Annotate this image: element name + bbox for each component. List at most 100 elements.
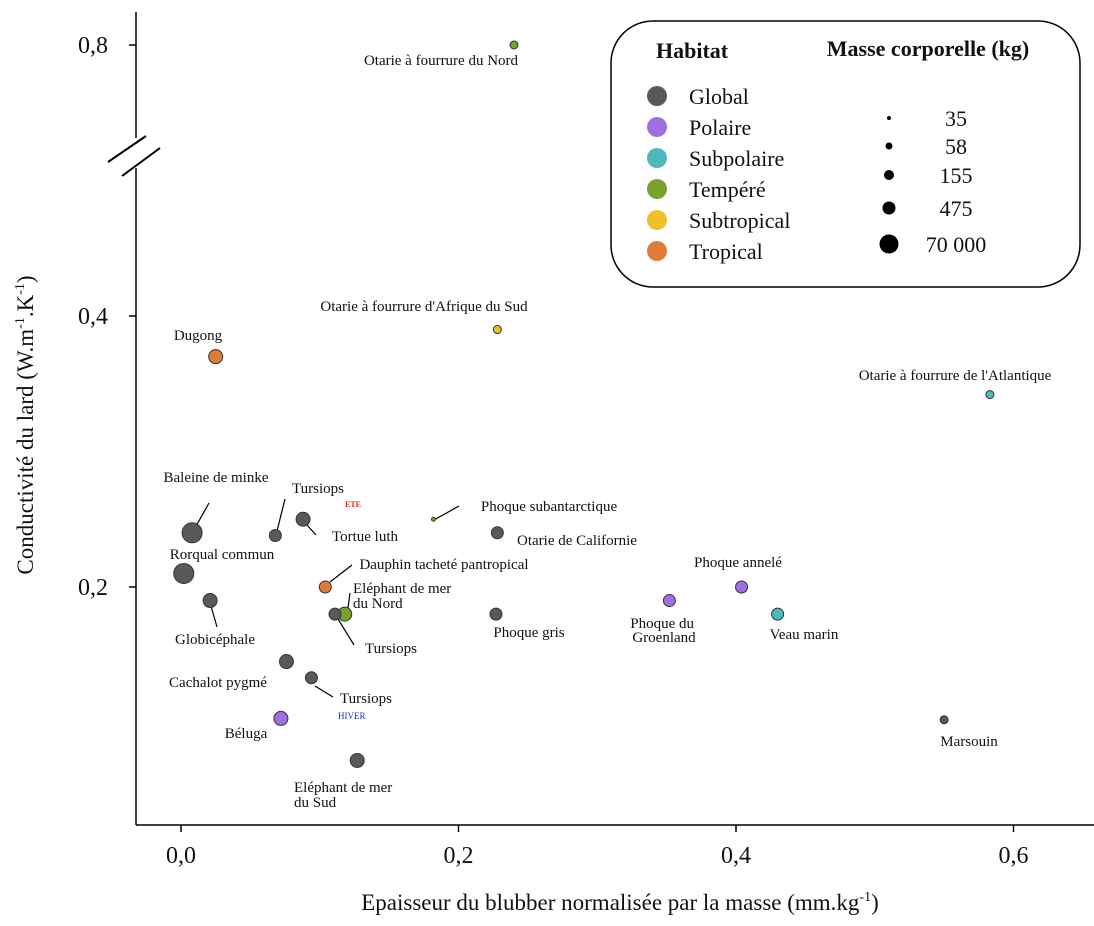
data-point [939, 715, 949, 725]
leader-line [306, 524, 317, 536]
data-point [985, 390, 995, 400]
legend-habitat-label: Tempéré [689, 177, 766, 202]
y-tick-label: 0,2 [78, 575, 108, 601]
legend-habitat-marker [647, 86, 667, 106]
legend-box [610, 20, 1081, 288]
leader-line [347, 592, 351, 609]
point-label: Rorqual commun [170, 547, 275, 563]
leader-line [337, 618, 355, 646]
legend-size-marker [882, 201, 896, 215]
leader-line [329, 564, 353, 583]
legend-habitat-marker [647, 210, 667, 230]
legend-size-label: 155 [940, 163, 973, 188]
data-point [328, 607, 342, 621]
point-label: Marsouin [940, 734, 998, 750]
axes [107, 12, 1094, 826]
point-label: Eléphant de mer du Nord [353, 581, 455, 612]
data-point [273, 710, 289, 726]
legend-title-mass: Masse corporelle (kg) [827, 36, 1029, 61]
point-label: Phoque du Groenland [630, 616, 698, 646]
data-point [771, 607, 785, 621]
legend-habitat-label: Subtropical [689, 208, 790, 233]
annotation-hiver: HIVER [338, 711, 366, 721]
legend-habitat-marker [647, 179, 667, 199]
y-tick-label: 0,8 [78, 33, 108, 59]
legend-size-label: 475 [940, 196, 973, 221]
legend-habitat-marker [647, 117, 667, 137]
legend-habitat-label: Tropical [689, 239, 763, 264]
point-label: Globicéphale [175, 632, 255, 648]
data-point [349, 752, 365, 768]
data-point [173, 562, 195, 584]
point-label: Phoque annelé [694, 555, 782, 571]
legend-size-marker [879, 234, 899, 254]
annotation-ete: ETE [345, 500, 361, 509]
data-point [492, 325, 502, 335]
legend: Habitat Masse corporelle (kg) Global Pola… [610, 20, 1081, 288]
point-label: Veau marin [770, 627, 839, 643]
legend-habitat-label: Polaire [689, 115, 751, 140]
label-line: Groenland [632, 630, 696, 646]
point-label: Phoque gris [493, 625, 564, 641]
data-point [268, 529, 282, 543]
point-label: Tursiops [292, 481, 344, 497]
point-label: Otarie à fourrure du Nord [364, 53, 519, 69]
label-line: du Nord [353, 596, 403, 612]
x-axis-title: Epaisseur du blubber normalisée par la m… [361, 890, 879, 915]
data-point [662, 594, 676, 608]
legend-habitat-marker [647, 241, 667, 261]
x-tick-label: 0,4 [721, 843, 751, 869]
axis-break-mark [107, 135, 147, 163]
legend-size-label: 58 [945, 134, 967, 159]
data-point [202, 593, 218, 609]
point-label: Dugong [174, 328, 223, 344]
data-points [173, 40, 995, 768]
point-label: Otarie à fourrure de l'Atlantique [859, 368, 1052, 384]
data-point [735, 580, 749, 594]
leader-line [433, 505, 460, 521]
data-point [431, 516, 437, 522]
x-tick-label: 0,0 [166, 843, 196, 869]
y-ticks: 0,2 0,4 0,8 [78, 33, 136, 601]
legend-size-marker [884, 170, 894, 180]
point-label: Tursiops [365, 641, 417, 657]
legend-size-marker [885, 142, 893, 150]
data-point [318, 580, 332, 594]
point-label: Baleine de minke [164, 470, 269, 486]
point-label: Tortue luth [332, 529, 399, 545]
leader-line [276, 498, 286, 532]
legend-size-label: 70 000 [926, 232, 987, 257]
legend-size-label: 35 [945, 106, 967, 131]
leader-lines [194, 498, 460, 698]
data-point [304, 671, 318, 685]
data-point [295, 511, 311, 527]
data-point [509, 40, 519, 50]
point-label: Dauphin tacheté pantropical [359, 557, 528, 573]
leader-line [210, 605, 218, 628]
axis-break-mark [121, 147, 161, 177]
label-line: Eléphant de mer [353, 581, 451, 597]
point-label: Cachalot pygmé [169, 675, 267, 691]
label-line: Eléphant de mer [294, 780, 392, 796]
leader-line [314, 685, 334, 698]
legend-title-habitat: Habitat [656, 38, 729, 63]
x-ticks: 0,0 0,2 0,4 0,6 [166, 825, 1029, 869]
legend-habitat-marker [647, 148, 667, 168]
legend-habitats: Global Polaire Subpolaire Tempéré Subtropica… [647, 84, 790, 264]
label-line: Phoque du [630, 616, 694, 632]
data-point [278, 654, 294, 670]
point-label: Eléphant de mer du Sud [294, 780, 396, 811]
data-point [208, 349, 224, 365]
x-tick-label: 0,2 [444, 843, 474, 869]
y-axis-title: Conductivité du lard (W.m-1.K-1) [13, 275, 38, 574]
legend-habitat-label: Subpolaire [689, 146, 784, 171]
point-label: Tursiops [340, 691, 392, 707]
data-point [181, 522, 203, 544]
point-labels: Otarie à fourrure du Nord Otarie à fourr… [164, 53, 1052, 811]
y-tick-label: 0,4 [78, 304, 108, 330]
point-label: Otarie à fourrure d'Afrique du Sud [320, 299, 528, 315]
legend-sizes: 35 58 155 475 70 000 [879, 106, 987, 257]
data-point [490, 526, 504, 540]
point-label: Phoque subantarctique [481, 499, 618, 515]
